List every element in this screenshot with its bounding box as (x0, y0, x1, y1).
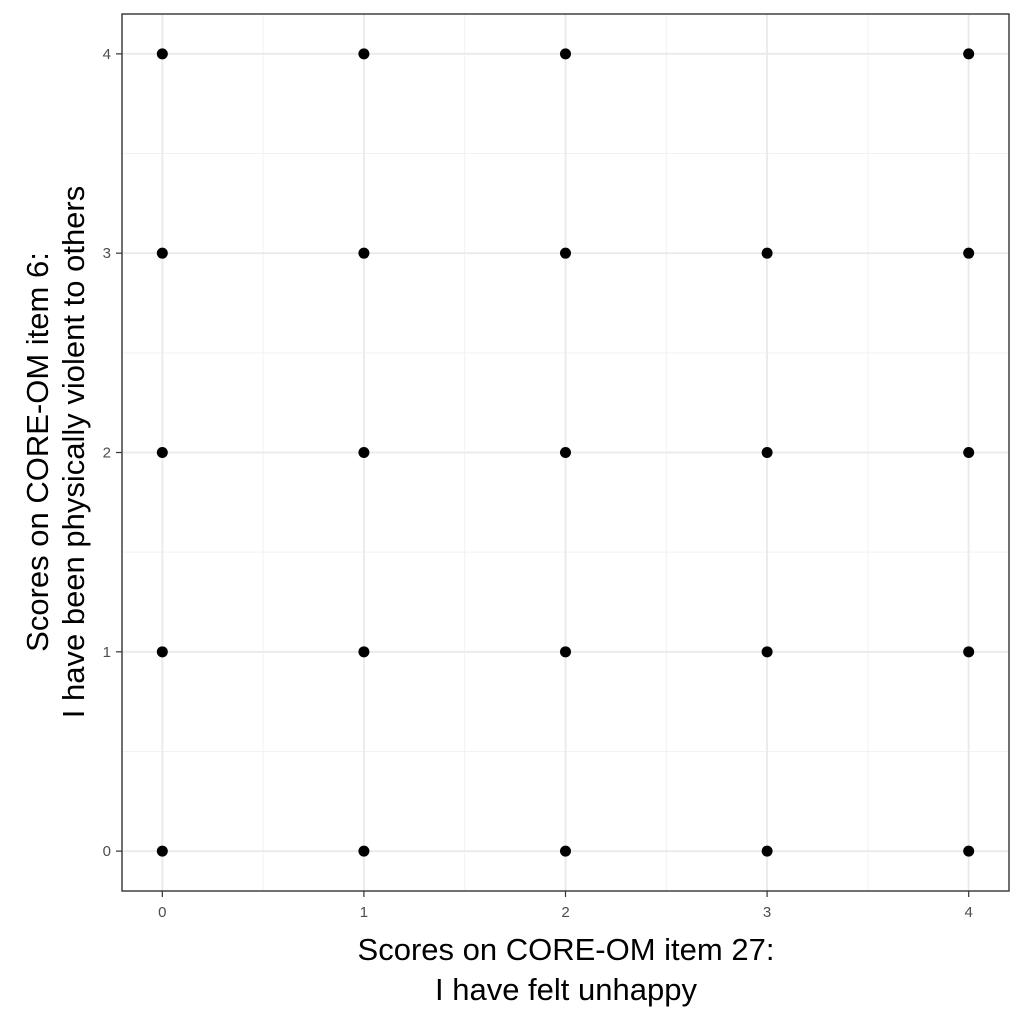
y-tick-label: 0 (103, 843, 111, 860)
data-point (156, 845, 168, 857)
data-point (560, 646, 571, 658)
y-tick-label: 4 (103, 46, 111, 63)
data-point (560, 447, 571, 458)
x-tick-label: 0 (158, 904, 166, 921)
y-tick-label: 2 (103, 445, 111, 462)
data-point (761, 247, 773, 259)
data-point (761, 845, 773, 857)
data-point (560, 247, 571, 259)
x-axis-title-line-1: Scores on CORE-OM item 27: (358, 932, 775, 967)
data-point (358, 845, 370, 857)
y-tick-label: 3 (103, 245, 111, 262)
x-tick-label: 4 (965, 904, 973, 921)
data-point (963, 48, 975, 60)
data-point (156, 48, 168, 60)
data-point (963, 447, 975, 458)
data-point (963, 247, 975, 259)
data-point (761, 646, 773, 658)
data-point (358, 48, 370, 60)
data-point (761, 447, 773, 458)
x-tick-label: 2 (561, 904, 569, 921)
data-point (358, 646, 370, 658)
data-point (963, 646, 975, 658)
data-point (156, 447, 168, 458)
y-axis-title-line-1: Scores on CORE-OM item 6: (20, 252, 55, 652)
x-tick-label: 1 (360, 904, 368, 921)
x-axis-title-line-2: I have felt unhappy (435, 972, 697, 1007)
data-point (963, 845, 975, 857)
data-point (560, 845, 571, 857)
y-tick-label: 1 (103, 644, 111, 661)
data-point (560, 48, 571, 60)
data-point (156, 247, 168, 259)
data-points (156, 48, 975, 857)
data-point (156, 646, 168, 658)
y-axis-title-line-2: I have been physically violent to others (56, 186, 91, 718)
x-tick-label: 3 (763, 904, 771, 921)
axis-ticks: 0 1 2 3 4 0 1 2 3 4 (103, 46, 973, 921)
data-point (358, 447, 370, 458)
data-point (358, 247, 370, 259)
